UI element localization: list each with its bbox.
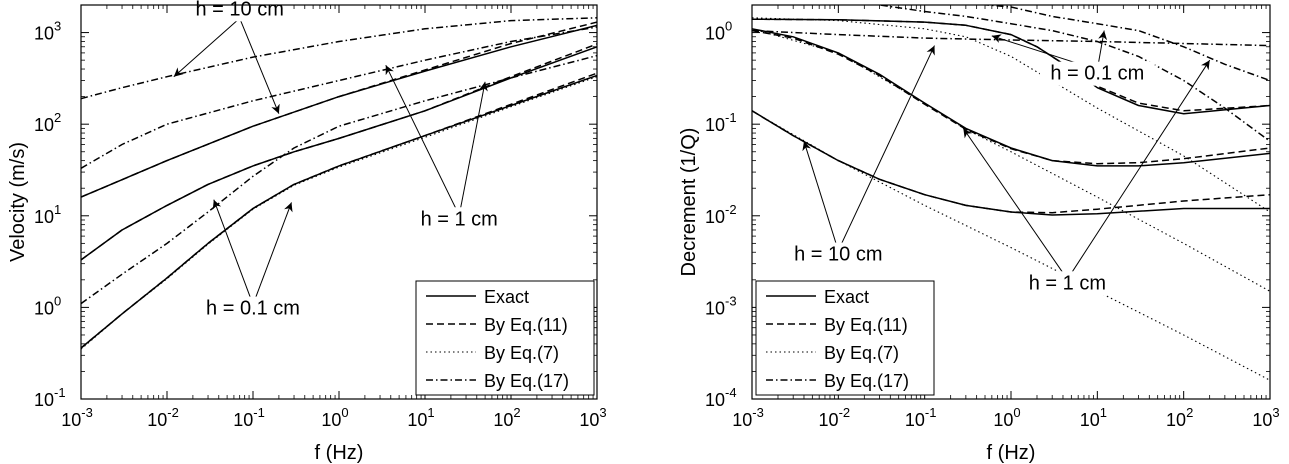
x-tick-label: 10-2 bbox=[147, 405, 179, 430]
annotation-label: h = 10 cm bbox=[195, 0, 283, 20]
legend-label: By Eq.(11) bbox=[484, 315, 568, 335]
legend: Exact By Eq.(11) By Eq.(7) By Eq.(17) bbox=[755, 280, 935, 396]
series-line-dashed bbox=[81, 21, 597, 198]
x-axis-label: f (Hz) bbox=[315, 442, 364, 464]
x-tick-label: 100 bbox=[993, 405, 1020, 430]
series-line-dashdot bbox=[875, 5, 1270, 142]
series-line-dashdot bbox=[979, 5, 1270, 82]
x-tick-label: 10-3 bbox=[61, 405, 93, 430]
annotation: h = 1 cm bbox=[385, 64, 507, 232]
annotation-arrow bbox=[212, 199, 254, 305]
series-line-dashdot bbox=[81, 26, 597, 169]
x-tick-label: 103 bbox=[1252, 405, 1279, 430]
series-line-dashdot bbox=[81, 54, 597, 305]
annotation-label: h = 0.1 cm bbox=[206, 298, 300, 320]
minor-ticks bbox=[81, 5, 597, 399]
y-tick-label: 10-4 bbox=[705, 385, 737, 410]
x-tick-label: 100 bbox=[321, 405, 348, 430]
series-line-dotted bbox=[752, 17, 1270, 213]
x-tick-label: 101 bbox=[407, 405, 434, 430]
series-line-dashed bbox=[752, 29, 1270, 165]
series-line-dashdot bbox=[81, 17, 597, 100]
annotation-arrow bbox=[252, 202, 293, 305]
y-tick-label: 103 bbox=[34, 19, 61, 44]
annotation-label: h = 0.1 cm bbox=[1050, 63, 1144, 85]
annotation-arrow bbox=[962, 128, 1068, 280]
legend-label: By Eq.(7) bbox=[824, 343, 899, 363]
annotation-label: h = 1 cm bbox=[1029, 272, 1106, 294]
annotation-arrow bbox=[239, 18, 280, 114]
legend: Exact By Eq.(11) By Eq.(7) By Eq.(17) bbox=[415, 280, 595, 396]
series-line-solid bbox=[752, 110, 1270, 216]
annotation-arrow bbox=[1066, 59, 1211, 280]
x-tick-label: 10-3 bbox=[732, 405, 764, 430]
y-tick-label: 10-1 bbox=[705, 110, 737, 135]
x-axis-label: f (Hz) bbox=[987, 442, 1036, 464]
legend-label: By Eq.(17) bbox=[484, 371, 569, 391]
x-tick-label: 10-2 bbox=[819, 405, 851, 430]
annotation: h = 0.1 cm bbox=[991, 30, 1155, 86]
annotation-arrow bbox=[837, 45, 935, 251]
y-tick-label: 10-3 bbox=[705, 293, 737, 318]
annotation-arrow bbox=[458, 81, 488, 216]
annotation-arrow bbox=[802, 141, 839, 251]
y-tick-label: 100 bbox=[34, 293, 61, 318]
series-line-dashed bbox=[81, 43, 597, 261]
annotation-arrow bbox=[173, 17, 241, 78]
annotation: h = 0.1 cm bbox=[195, 199, 311, 321]
y-tick-label: 100 bbox=[705, 19, 732, 44]
y-axis-label: Velocity (m/s) bbox=[7, 142, 29, 262]
chart-panel-1: 10-3 10-2 10-1 100 101 102 103 10-1 100 101 102 103… bbox=[7, 0, 607, 464]
annotation: h = 1 cm bbox=[962, 59, 1211, 296]
legend-label: Exact bbox=[824, 287, 869, 307]
series-group bbox=[752, 5, 1270, 381]
x-tick-label: 10-1 bbox=[233, 405, 265, 430]
plot-frame bbox=[80, 4, 598, 400]
annotation-label: h = 10 cm bbox=[794, 244, 882, 266]
y-tick-label: 10-2 bbox=[705, 202, 737, 227]
series-line-dashdot bbox=[752, 29, 1270, 47]
series-line-dashed bbox=[752, 18, 1270, 112]
annotation-label: h = 1 cm bbox=[421, 208, 498, 230]
legend-label: By Eq.(7) bbox=[484, 343, 559, 363]
plot-frame bbox=[751, 4, 1271, 400]
annotation-arrow bbox=[385, 64, 460, 216]
legend-label: Exact bbox=[484, 287, 529, 307]
x-tick-label: 101 bbox=[1080, 405, 1107, 430]
x-tick-label: 102 bbox=[493, 405, 520, 430]
annotation: h = 10 cm bbox=[786, 45, 935, 267]
legend-label: By Eq.(17) bbox=[824, 371, 909, 391]
series-group bbox=[81, 17, 597, 350]
series-line-solid bbox=[81, 24, 597, 198]
series-line-solid bbox=[752, 28, 1270, 167]
y-tick-label: 102 bbox=[34, 110, 61, 135]
y-tick-label: 10-1 bbox=[34, 385, 66, 410]
series-line-solid bbox=[81, 46, 597, 261]
x-tick-label: 102 bbox=[1166, 405, 1193, 430]
annotation: h = 10 cm bbox=[173, 0, 292, 114]
series-line-dashed bbox=[81, 72, 597, 349]
x-tick-label: 10-1 bbox=[905, 405, 937, 430]
x-tick-label: 103 bbox=[579, 405, 606, 430]
y-axis-label: Decrement (1/Q) bbox=[678, 128, 700, 277]
series-line-dotted bbox=[752, 110, 1270, 381]
series-line-solid bbox=[752, 18, 1270, 115]
y-tick-label: 101 bbox=[34, 202, 61, 227]
chart-panel-2: 10-3 10-2 10-1 100 101 102 10310-410-310-210-1… bbox=[678, 4, 1280, 464]
legend-label: By Eq.(11) bbox=[824, 315, 908, 335]
